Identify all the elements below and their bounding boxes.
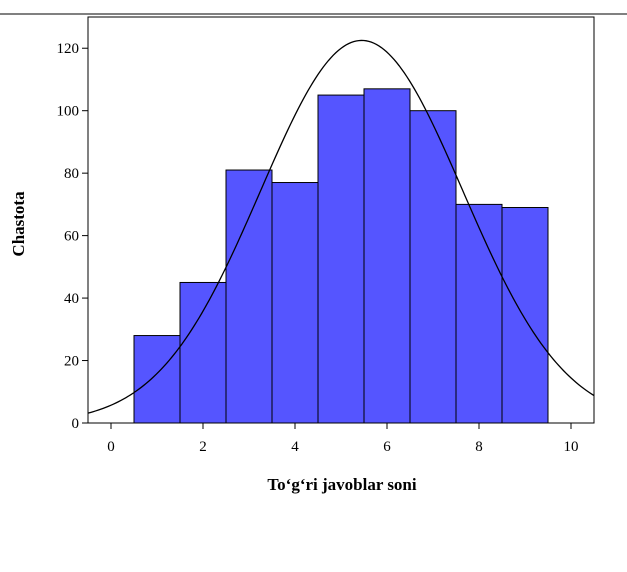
x-tick-label: 0 bbox=[107, 439, 115, 455]
histogram-bar bbox=[455, 203, 503, 424]
y-tick-label: 100 bbox=[57, 104, 80, 120]
y-tick-label: 40 bbox=[64, 291, 79, 307]
histogram-bar bbox=[225, 169, 273, 424]
normal-curve bbox=[87, 39, 595, 414]
y-tick-label: 80 bbox=[64, 166, 79, 182]
histogram-bar bbox=[271, 182, 319, 424]
x-axis-title: To‘g‘ri javoblar soni bbox=[267, 475, 417, 494]
y-tick-label: 20 bbox=[64, 354, 79, 370]
y-tick-label: 60 bbox=[64, 229, 79, 245]
plot-area: 0 20 40 60 80 100 120 0 2 4 6 8 10 bbox=[57, 16, 595, 455]
x-tick-label: 6 bbox=[383, 439, 391, 455]
histogram-bar bbox=[317, 94, 365, 424]
x-tick-label: 4 bbox=[291, 439, 299, 455]
x-tick-label: 2 bbox=[199, 439, 207, 455]
histogram-bar bbox=[409, 110, 457, 424]
histogram-bar bbox=[501, 207, 549, 424]
histogram-bar bbox=[133, 335, 181, 424]
x-tick-label: 10 bbox=[564, 439, 579, 455]
histogram-bar bbox=[179, 281, 227, 424]
y-tick-label: 0 bbox=[72, 416, 80, 432]
histogram-bar bbox=[363, 88, 411, 424]
y-tick-label: 120 bbox=[57, 41, 80, 57]
x-tick-label: 8 bbox=[475, 439, 483, 455]
y-axis-title: Chastota bbox=[9, 191, 28, 257]
